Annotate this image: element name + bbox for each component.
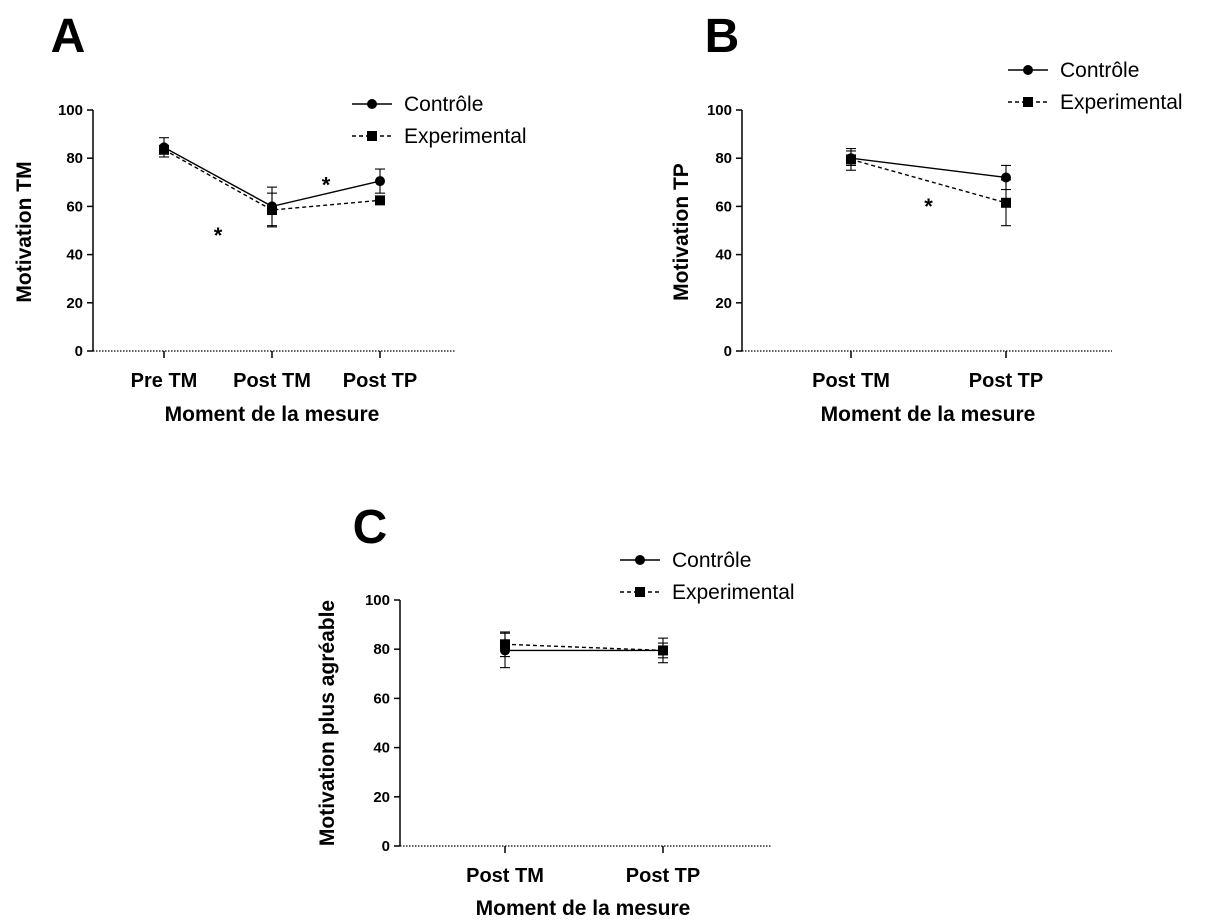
legend-label: Contrôle — [1060, 59, 1139, 82]
series-controle — [846, 150, 1011, 191]
legend-marker-circle — [635, 555, 645, 565]
x-tick-label: Post TP — [626, 865, 700, 887]
legend: Contrôle Experimental — [352, 93, 527, 148]
series-line — [504, 643, 664, 652]
y-tick-label: 100 — [707, 102, 732, 119]
y-tick-label: 80 — [715, 150, 732, 167]
panel-letter: A — [51, 10, 86, 63]
x-axis-title: Moment de la mesure — [165, 403, 380, 426]
data-point-square — [500, 639, 510, 650]
data-point-square — [375, 195, 385, 206]
legend-marker-circle — [1023, 65, 1033, 75]
chart-panel-a: A 0 20 40 60 80 100 Pre TM Post TM Post TP Moment … — [13, 10, 527, 426]
series-line — [850, 158, 1007, 204]
legend: Contrôle Experimental — [1008, 59, 1183, 114]
y-tick-label: 0 — [724, 343, 732, 360]
series-experimental — [846, 148, 1011, 227]
y-tick-label: 40 — [373, 740, 390, 757]
legend-label: Experimental — [1060, 91, 1183, 114]
x-axis-title: Moment de la mesure — [821, 403, 1036, 426]
legend: Contrôle Experimental — [620, 549, 795, 604]
panel-letter: B — [705, 10, 740, 63]
y-tick-label: 20 — [373, 789, 390, 806]
series-experimental — [159, 144, 385, 228]
y-tick-label: 100 — [365, 592, 390, 609]
y-tick-label: 0 — [382, 838, 390, 855]
legend-label: Contrôle — [672, 549, 751, 572]
legend-label: Experimental — [672, 581, 795, 604]
legend-label: Contrôle — [404, 93, 483, 116]
significance-marker: * — [924, 194, 933, 219]
y-tick-label: 60 — [66, 198, 83, 215]
y-tick-label: 20 — [66, 295, 83, 312]
y-tick-label: 80 — [66, 150, 83, 167]
significance-marker: * — [322, 172, 331, 197]
series-line — [850, 157, 1007, 179]
panel-letter: C — [353, 501, 388, 554]
data-point-square — [267, 205, 277, 216]
data-point-square — [1001, 197, 1011, 208]
data-point-square — [159, 144, 169, 155]
data-point-square — [846, 154, 856, 165]
legend-marker-square — [635, 587, 645, 597]
series-controle — [500, 632, 668, 669]
y-axis-title: Motivation TM — [13, 161, 36, 302]
y-tick-label: 40 — [66, 247, 83, 264]
chart-panel-b: B 0 20 40 60 80 100 Post TM Post TP Moment de la … — [670, 10, 1183, 426]
y-tick-label: 40 — [715, 247, 732, 264]
y-tick-label: 80 — [373, 641, 390, 658]
legend-label: Experimental — [404, 125, 527, 148]
y-tick-label: 100 — [58, 102, 83, 119]
x-axis-title: Moment de la mesure — [476, 897, 691, 920]
chart-panel-c: C 0 20 40 60 80 100 Post TM Post TP Moment de la … — [316, 501, 795, 920]
y-tick-label: 60 — [715, 198, 732, 215]
series-experimental — [500, 631, 668, 664]
significance-marker: * — [214, 223, 223, 248]
x-tick-label: Pre TM — [131, 370, 198, 392]
y-tick-label: 0 — [75, 343, 83, 360]
y-tick-label: 60 — [373, 690, 390, 707]
legend-marker-circle — [367, 99, 377, 109]
x-tick-label: Post TM — [812, 370, 890, 392]
legend-marker-square — [1023, 97, 1033, 107]
x-tick-label: Post TP — [969, 370, 1043, 392]
x-tick-label: Post TM — [233, 370, 311, 392]
y-tick-label: 20 — [715, 295, 732, 312]
x-tick-label: Post TM — [466, 865, 544, 887]
y-axis-title: Motivation TP — [670, 163, 693, 301]
data-point-circle — [375, 176, 385, 187]
data-point-square — [658, 645, 668, 656]
x-tick-label: Post TP — [343, 370, 417, 392]
y-axis-title: Motivation plus agréable — [316, 600, 339, 846]
legend-marker-square — [367, 131, 377, 141]
